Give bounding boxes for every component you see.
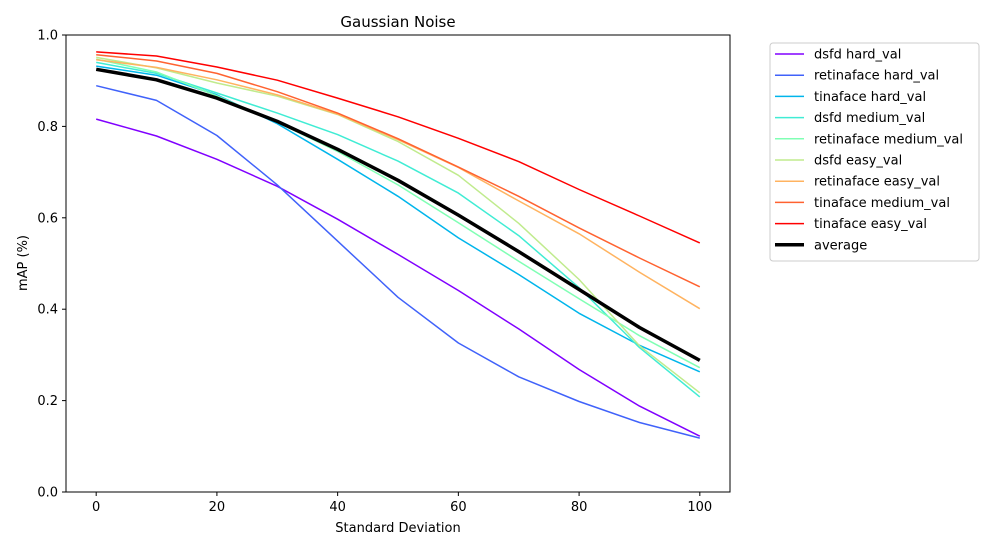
legend-label: dsfd medium_val [814, 111, 925, 126]
series-line-dsfd-hard-val [95, 118, 701, 437]
x-tick-label: 100 [687, 500, 712, 515]
y-tick-label: 0.0 [37, 486, 58, 501]
y-tick-label: 1.0 [37, 29, 58, 44]
plot-area: 0 20 40 60 80 100 0.0 0.2 0.4 0.6 0.8 1.0 [37, 29, 731, 515]
series-line-dsfd-easy-val [96, 56, 701, 394]
y-axis-label: mAP (%) [16, 235, 31, 291]
x-tick-label: 20 [209, 500, 226, 515]
chart-title: Gaussian Noise [340, 13, 455, 31]
x-tick-label: 0 [92, 500, 100, 515]
series-line-retinaface-hard-val [96, 84, 700, 439]
series-line-tinaface-easy-val [96, 51, 701, 244]
x-tick-label: 40 [329, 500, 346, 515]
x-tick-label: 80 [571, 500, 588, 515]
x-axis-label: Standard Deviation [335, 521, 460, 536]
legend-label: retinaface hard_val [814, 69, 939, 84]
legend-label: tinaface easy_val [814, 217, 927, 232]
legend-label: tinaface medium_val [814, 196, 950, 211]
y-tick-label: 0.6 [37, 211, 58, 226]
y-tick-label: 0.4 [37, 303, 58, 318]
legend-label: tinaface hard_val [814, 90, 926, 105]
legend-label: dsfd hard_val [814, 48, 901, 63]
legend-frame [769, 42, 980, 262]
y-tick-label: 0.2 [37, 394, 58, 409]
series-line-retinaface-medium-val [96, 58, 701, 369]
series-line-retinaface-easy-val [96, 58, 701, 310]
legend-label: average [814, 238, 867, 253]
plot-frame [65, 34, 731, 493]
series-line-dsfd-medium-val [96, 61, 701, 398]
y-tick-label: 0.8 [37, 120, 58, 135]
series-line-tinaface-hard-val [96, 65, 701, 373]
x-tick-label: 60 [450, 500, 467, 515]
legend: dsfd hard_val retinaface hard_val tinaface… [769, 42, 980, 262]
legend-label: retinaface easy_val [814, 175, 940, 190]
legend-label: dsfd easy_val [814, 154, 902, 169]
series-line-tinaface-medium-val [96, 53, 701, 288]
series-line-average [95, 67, 701, 362]
legend-label: retinaface medium_val [814, 132, 963, 147]
